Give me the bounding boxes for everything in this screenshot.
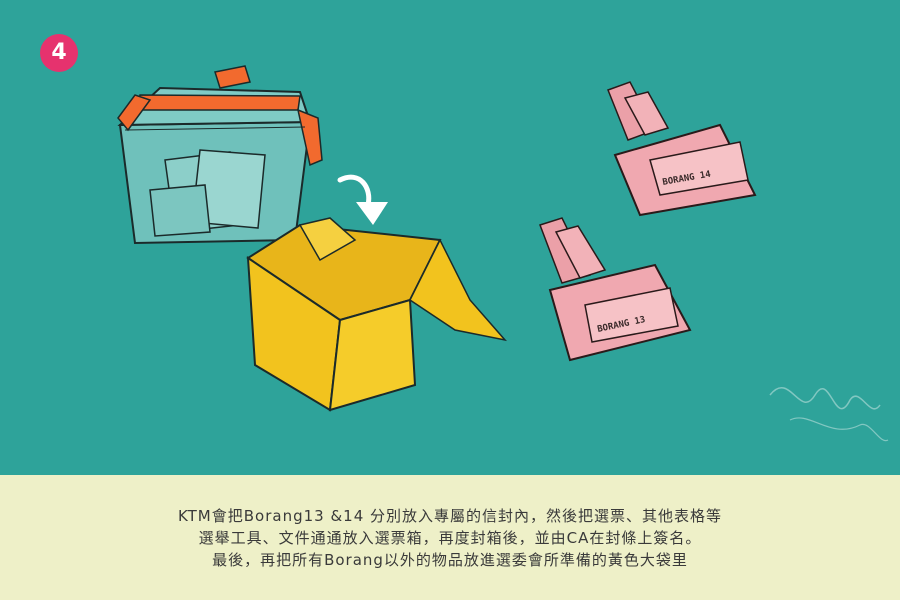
caption-band: KTM會把Borang13 &14 分別放入專屬的信封內，然後把選票、其他表格等… xyxy=(0,475,900,600)
yellow-bag xyxy=(246,217,508,412)
artist-signature xyxy=(769,387,889,442)
seal-tape xyxy=(137,94,301,111)
caption-line-3: 最後，再把所有Borang以外的物品放進選委會所準備的黃色大袋里 xyxy=(212,550,688,569)
caption-line-2: 選舉工具、文件通通放入選票箱，再度封箱後，並由CA在封條上簽名。 xyxy=(198,528,702,547)
arrow-icon xyxy=(337,174,388,225)
caption-line-1: KTM會把Borang13 &14 分別放入專屬的信封內，然後把選票、其他表格等 xyxy=(177,506,723,525)
step-badge: 4 xyxy=(40,34,78,72)
envelope-borang-13: BORANG 13 xyxy=(539,217,692,362)
illustration-panel: BORANG 14 BORANG 13 4 xyxy=(0,0,900,475)
envelope-borang-14: BORANG 14 xyxy=(607,81,757,217)
illustration-drawing: BORANG 14 BORANG 13 xyxy=(117,65,889,442)
ballot-box xyxy=(117,65,323,245)
